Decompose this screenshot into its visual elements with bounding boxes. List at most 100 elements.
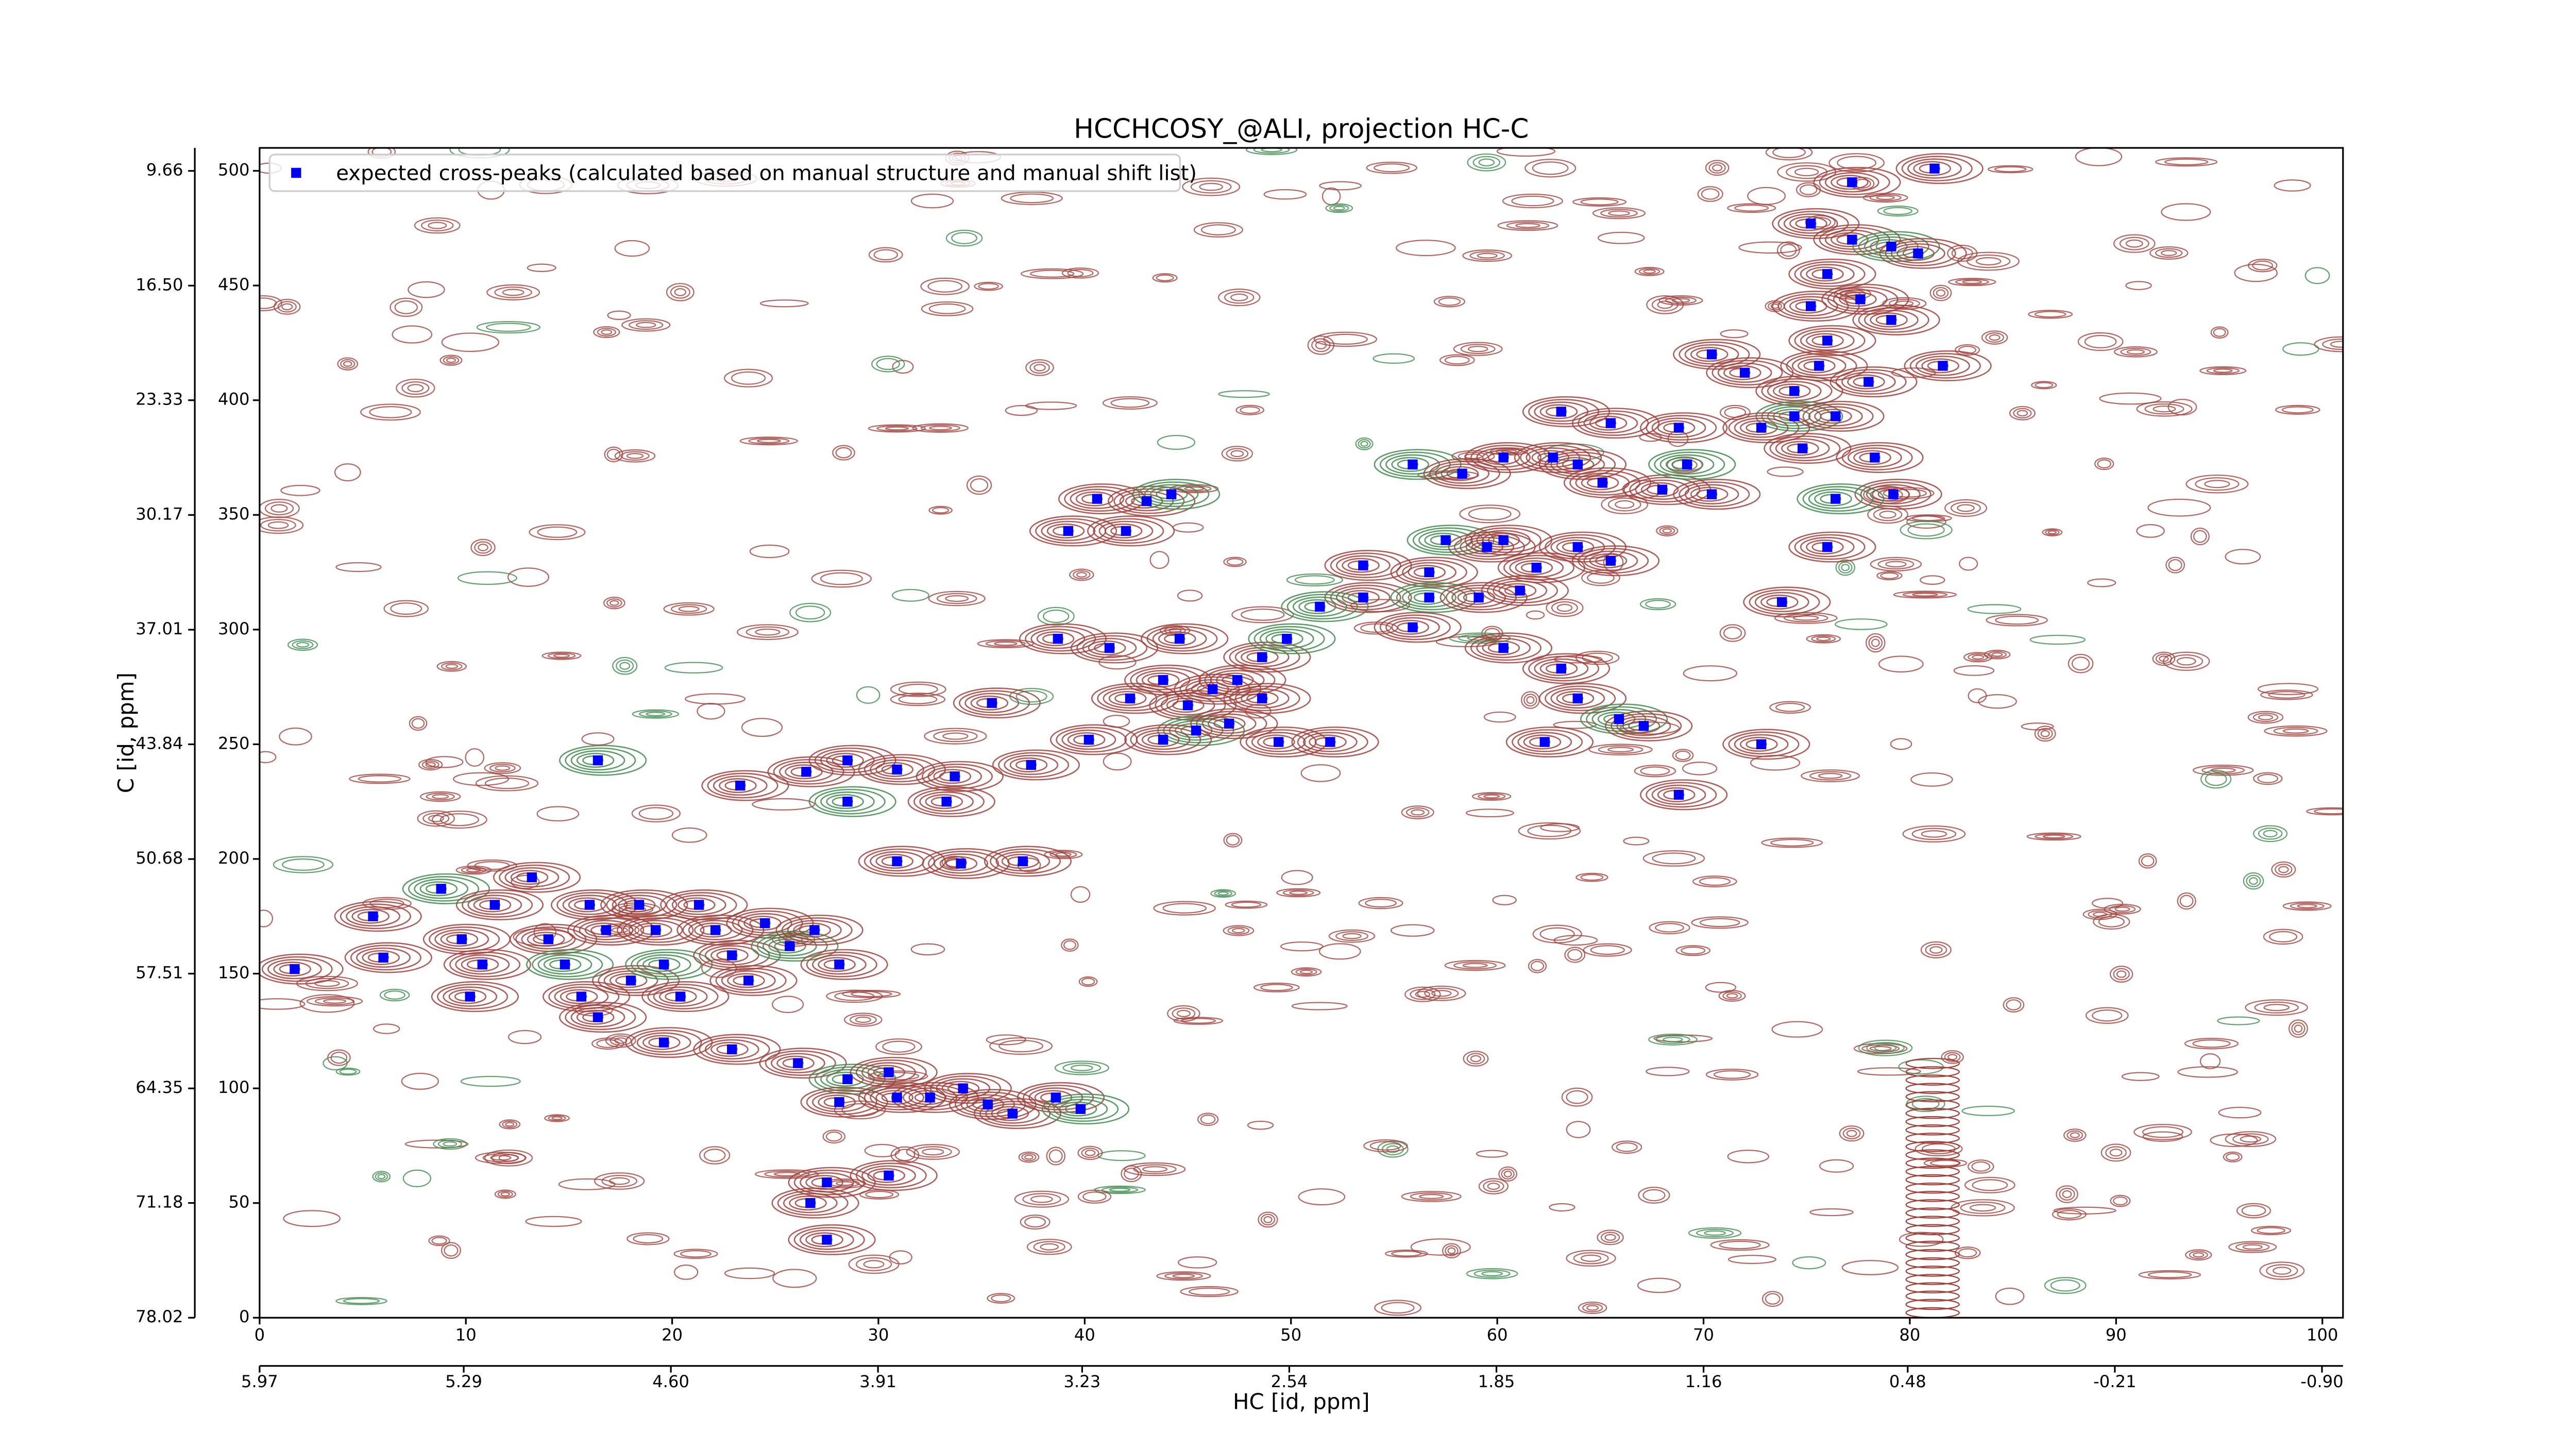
contour: [1872, 486, 1910, 502]
contour: [1580, 703, 1668, 735]
contour: [974, 281, 1004, 291]
contour: [465, 748, 485, 767]
contour: [764, 1170, 810, 1178]
y-tick-label: 400: [218, 390, 250, 409]
contour: [1001, 853, 1040, 869]
contour: [1257, 734, 1295, 750]
contour: [1482, 640, 1520, 655]
data-point: [925, 1092, 935, 1103]
y-tick-label: 350: [218, 504, 250, 524]
contour: [1831, 175, 1869, 190]
contour: [1440, 466, 1479, 481]
contour: [2290, 902, 2325, 910]
contour: [1578, 1301, 1607, 1315]
contour: [2193, 1252, 2205, 1258]
contour: [913, 788, 985, 815]
contour: [1720, 405, 1751, 420]
contour: [1037, 606, 1075, 626]
data-point: [1657, 484, 1668, 495]
contour: [1722, 991, 1742, 1000]
contour: [1498, 583, 1537, 598]
contour: [1442, 1243, 1461, 1258]
contour: [565, 747, 636, 773]
contour: [1021, 1153, 1037, 1161]
contour: [2213, 368, 2233, 373]
contour: [1663, 1037, 1683, 1042]
contour: [1016, 1082, 1105, 1113]
contour: [2242, 1244, 2263, 1250]
contour: [1800, 330, 1855, 351]
contour: [614, 449, 656, 463]
contour: [636, 322, 656, 328]
contour: [1077, 1189, 1112, 1204]
contour: [1852, 304, 1940, 335]
contour: [1549, 1203, 1575, 1211]
data-point: [1605, 418, 1616, 428]
contour: [885, 426, 909, 431]
contour: [1411, 809, 1425, 816]
contour: [1251, 732, 1306, 752]
contour: [737, 624, 799, 641]
data-point: [809, 925, 820, 935]
contour: [1483, 711, 1516, 723]
contour: [1905, 1157, 1960, 1169]
contour: [287, 638, 318, 651]
contour: [455, 865, 492, 875]
data-point: [1806, 218, 1816, 229]
contour: [1786, 353, 1857, 379]
contour: [343, 361, 352, 367]
contour: [826, 989, 883, 1003]
contour: [2047, 530, 2057, 534]
contour: [1468, 507, 1512, 521]
contour: [2243, 872, 2264, 890]
contour: [1190, 708, 1278, 739]
contour: [1384, 1250, 1428, 1258]
contour: [1916, 356, 1970, 376]
contour: [510, 870, 549, 885]
contour: [1710, 1239, 1770, 1251]
contour: [699, 1036, 770, 1063]
data-point: [956, 858, 966, 869]
contour: [1478, 793, 1506, 800]
contour: [1905, 1083, 1960, 1094]
contour: [607, 310, 631, 320]
contour: [1696, 1228, 1734, 1238]
contour: [1718, 990, 1746, 1002]
contour: [335, 1296, 387, 1305]
data-point: [1158, 734, 1168, 745]
plot-frame: [259, 147, 2344, 1319]
contour: [579, 920, 634, 940]
contour: [498, 1154, 519, 1162]
contour: [476, 775, 539, 791]
contour: [2113, 234, 2156, 253]
contour: [441, 332, 500, 352]
contour: [1852, 231, 1940, 262]
contour: [2113, 968, 2130, 981]
contour: [1967, 1159, 1994, 1174]
contour: [1581, 569, 1620, 586]
contour: [1607, 497, 1641, 512]
contour: [1538, 449, 1627, 480]
contour: [1611, 713, 1682, 739]
contour: [455, 889, 544, 920]
contour: [745, 626, 790, 638]
contour: [323, 999, 347, 1004]
contour: [1704, 1230, 1726, 1236]
contour: [1879, 238, 1967, 269]
contour: [1794, 167, 1819, 177]
contour: [493, 862, 581, 893]
contour: [273, 962, 311, 977]
contour: [755, 628, 781, 636]
contour: [1662, 528, 1672, 534]
contour: [1379, 614, 1451, 641]
contour: [2052, 1208, 2087, 1221]
data-point: [1913, 248, 1923, 259]
contour: [267, 521, 289, 529]
contour: [1947, 1054, 1958, 1060]
contour: [1240, 406, 1260, 414]
legend-label: expected cross-peaks (calculated based o…: [336, 161, 1197, 186]
contour: [1806, 333, 1844, 348]
contour: [432, 794, 449, 799]
contour: [2235, 1242, 2270, 1252]
contour: [986, 1034, 1026, 1046]
